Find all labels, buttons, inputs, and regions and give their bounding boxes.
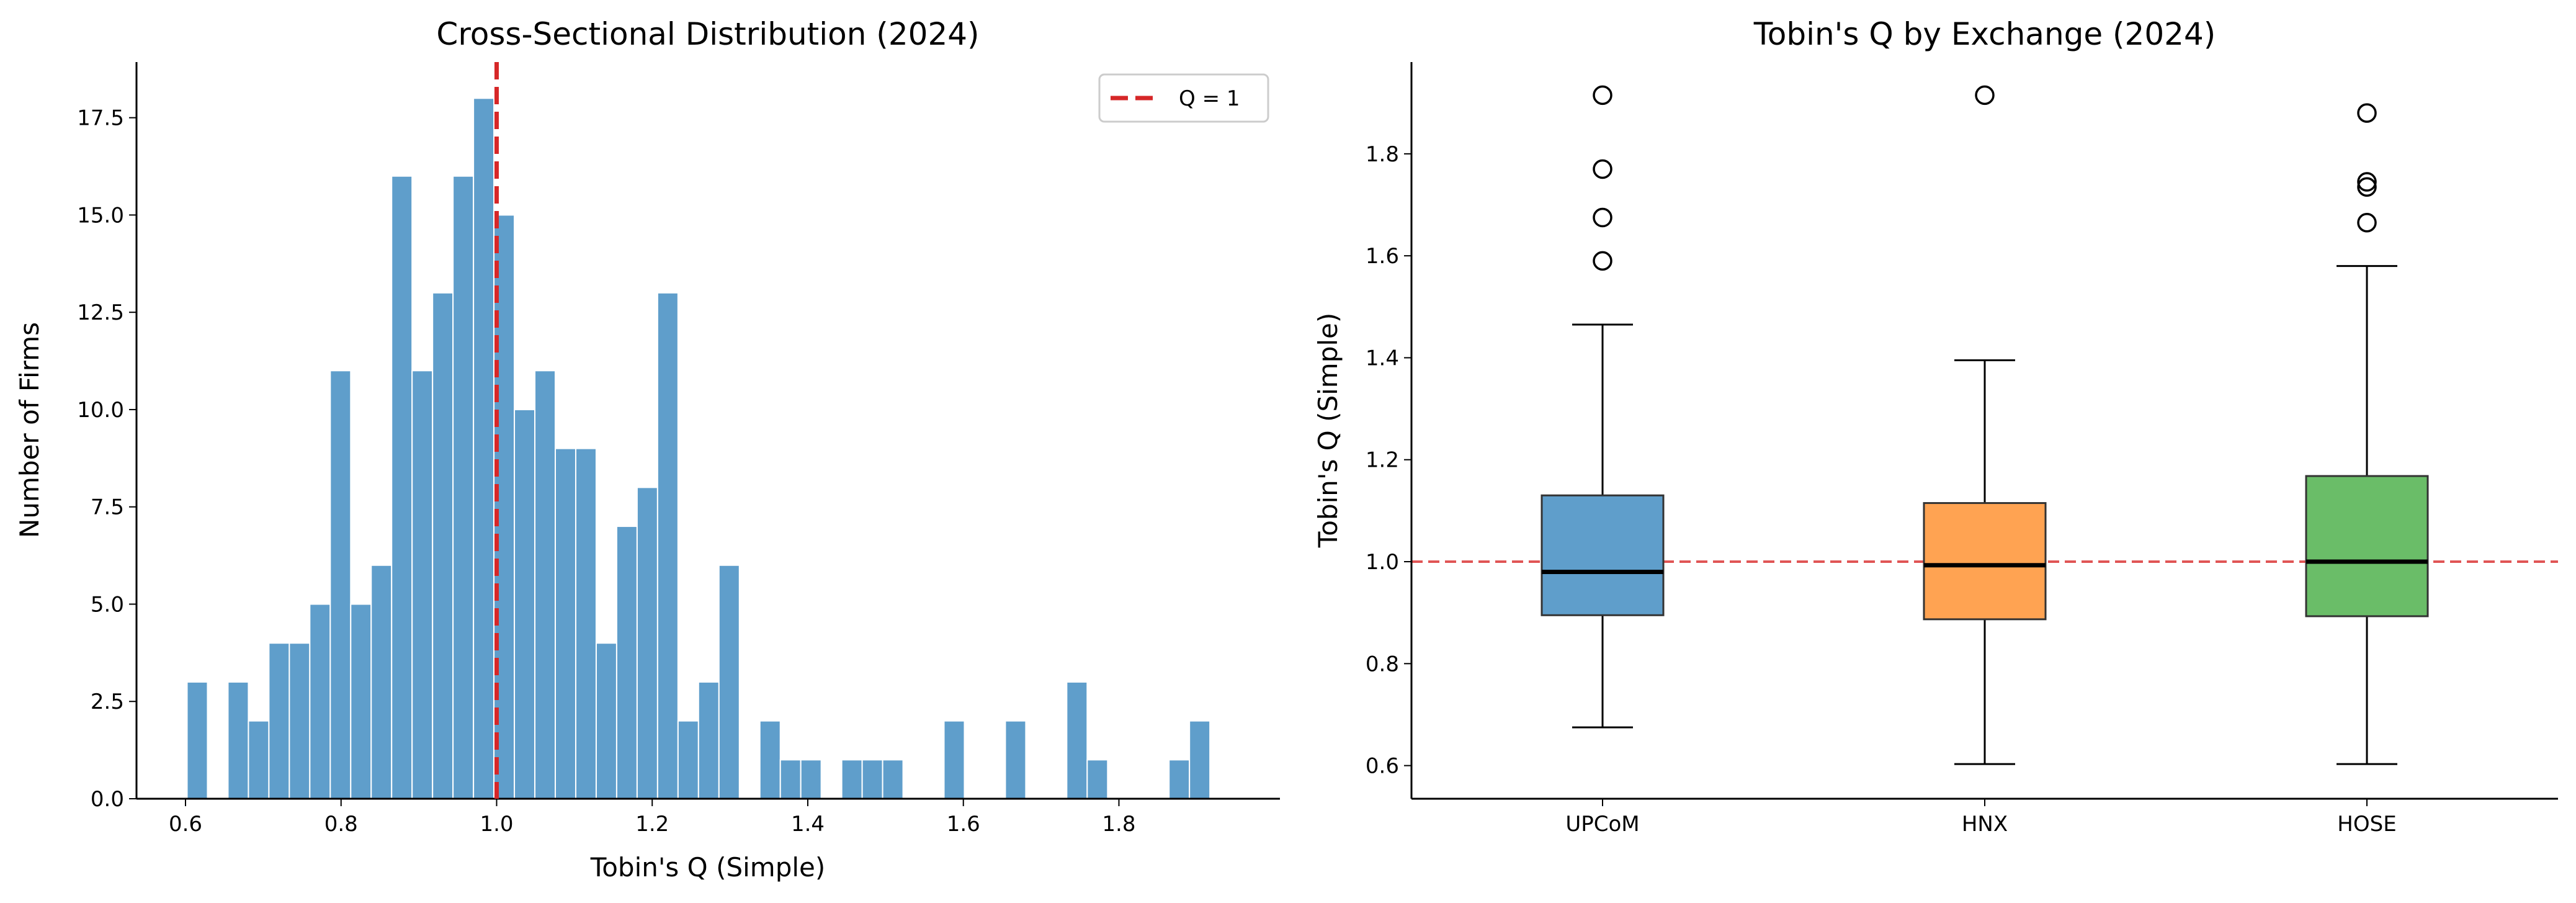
boxplot-y-label: Tobin's Q (Simple) [1313, 313, 1343, 549]
histogram-bar [595, 642, 617, 799]
histogram-bar [288, 642, 311, 799]
histogram-bar [555, 447, 576, 799]
y-tick-label: 1.0 [1366, 550, 1399, 575]
histogram-bar [1086, 759, 1109, 799]
histogram-panel: Cross-Sectional Distribution (2024) Tobi… [14, 16, 1280, 883]
histogram-bar [759, 720, 781, 799]
y-tick-label: 10.0 [77, 398, 124, 423]
histogram-bar [615, 526, 638, 799]
histogram-bar [636, 487, 658, 799]
outlier-point [1593, 207, 1612, 228]
x-tick-label: UPCoM [1565, 812, 1639, 837]
x-tick-label: HNX [1962, 812, 2008, 837]
histogram-bar [432, 292, 454, 799]
histogram-bar [370, 564, 393, 799]
histogram-bar [1189, 720, 1211, 799]
histogram-bar [1066, 681, 1088, 799]
boxplot-title: Tobin's Q by Exchange (2024) [1753, 16, 2216, 52]
outlier-point [2357, 103, 2377, 123]
x-tick-label: 1.6 [947, 812, 980, 837]
histogram-bar [1168, 759, 1191, 799]
box-upcom [1541, 85, 1665, 729]
histogram-title: Cross-Sectional Distribution (2024) [436, 16, 979, 52]
histogram-bar [350, 603, 372, 799]
boxplot-panel: Tobin's Q by Exchange (2024) Tobin's Q (… [1313, 16, 2558, 837]
box-hose [2305, 103, 2429, 765]
outlier-point [2357, 177, 2377, 197]
histogram-bar [473, 97, 495, 799]
y-tick-label: 7.5 [91, 495, 124, 520]
y-tick-label: 17.5 [77, 106, 124, 131]
iqr-box [1923, 502, 2047, 621]
x-tick-label: HOSE [2337, 812, 2396, 837]
legend-label: Q = 1 [1179, 86, 1240, 111]
histogram-bar [452, 175, 475, 799]
iqr-box [2305, 475, 2429, 618]
legend: Q = 1 [1098, 73, 1269, 123]
histogram-y-label: Number of Firms [14, 322, 45, 538]
histogram-x-label: Tobin's Q (Simple) [590, 852, 826, 883]
y-tick-label: 15.0 [77, 203, 124, 228]
histogram-bar [514, 408, 536, 799]
histogram-bar [268, 642, 290, 799]
x-tick-label: 0.8 [324, 812, 358, 837]
histogram-bar [1004, 720, 1027, 799]
histogram-bar [186, 681, 208, 799]
histogram-bar [391, 175, 413, 799]
y-tick-label: 0.6 [1366, 754, 1399, 779]
histogram-bar [800, 759, 822, 799]
histogram-bar [943, 720, 965, 799]
y-tick-label: 0.0 [91, 787, 124, 812]
histogram-bar [329, 370, 352, 799]
y-tick-label: 5.0 [91, 592, 124, 617]
outlier-point [2357, 213, 2377, 233]
histogram-bar [779, 759, 802, 799]
histogram-bar [411, 370, 434, 799]
x-tick-label: 0.6 [169, 812, 202, 837]
x-tick-label: 1.4 [791, 812, 825, 837]
histogram-bar [677, 720, 699, 799]
x-tick-label: 1.0 [480, 812, 513, 837]
histogram-bar [248, 720, 270, 799]
iqr-box [1541, 494, 1665, 616]
outlier-point [1593, 251, 1612, 271]
outlier-point [1593, 85, 1612, 106]
histogram-bar [718, 564, 740, 799]
histogram-bar [861, 759, 883, 799]
histogram-bar [656, 292, 679, 799]
histogram-bar [534, 370, 557, 799]
y-tick-label: 2.5 [91, 690, 124, 714]
x-tick-label: 1.8 [1102, 812, 1135, 837]
x-tick-label: 1.2 [635, 812, 669, 837]
box-hnx [1923, 85, 2047, 765]
y-tick-label: 1.6 [1366, 244, 1399, 269]
y-tick-label: 1.4 [1366, 346, 1399, 371]
outlier-point [1593, 159, 1612, 179]
y-tick-label: 1.8 [1366, 142, 1399, 167]
y-tick-label: 1.2 [1366, 448, 1399, 473]
y-tick-label: 0.8 [1366, 652, 1399, 676]
y-tick-label: 12.5 [77, 300, 124, 325]
histogram-bar [882, 759, 904, 799]
outlier-point [2357, 172, 2377, 192]
histogram-bar [227, 681, 249, 799]
histogram-bar [309, 603, 331, 799]
outlier-point [1975, 85, 1995, 106]
histogram-bar [575, 447, 597, 799]
histogram-bar [697, 681, 720, 799]
histogram-bar [841, 759, 863, 799]
